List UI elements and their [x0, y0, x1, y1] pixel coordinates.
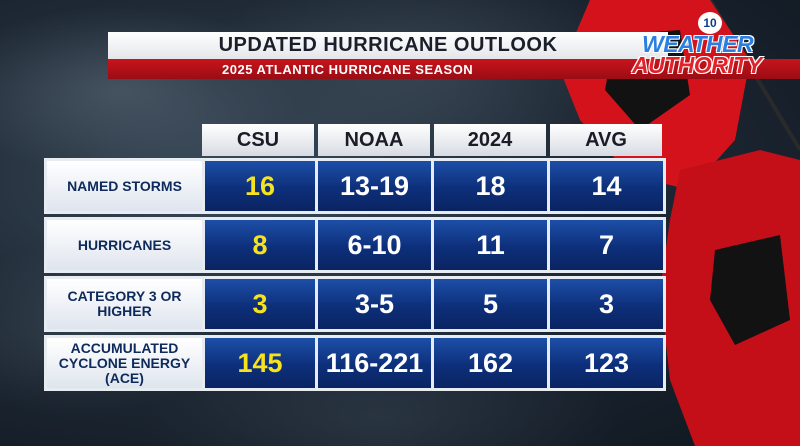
row-label: HURRICANES — [47, 220, 202, 270]
column-header-noaa: NOAA — [318, 124, 430, 156]
logo-line-2: AUTHORITY — [632, 52, 762, 78]
page-title: UPDATED HURRICANE OUTLOOK — [108, 32, 668, 59]
row-label: NAMED STORMS — [47, 161, 202, 211]
table-row: CATEGORY 3 OR HIGHER 3 3-5 5 3 — [44, 276, 666, 332]
table-row: ACCUMULATED CYCLONE ENERGY (ACE) 145 116… — [44, 335, 666, 391]
row-label: CATEGORY 3 OR HIGHER — [47, 279, 202, 329]
value-cell-noaa: 116-221 — [318, 338, 431, 388]
weather-authority-logo: 10 WEATHER AUTHORITY — [628, 12, 798, 78]
page-subtitle: 2025 ATLANTIC HURRICANE SEASON — [108, 59, 800, 79]
value-cell-noaa: 6-10 — [318, 220, 431, 270]
channel-number: 10 — [698, 12, 722, 34]
value-cell-avg: 14 — [550, 161, 663, 211]
logo-line-1: WEATHER — [642, 31, 754, 57]
column-header-2024: 2024 — [434, 124, 546, 156]
value-cell-avg: 123 — [550, 338, 663, 388]
value-cell-avg: 3 — [550, 279, 663, 329]
value-cell-csu: 8 — [205, 220, 315, 270]
value-cell-2024: 11 — [434, 220, 547, 270]
value-cell-noaa: 3-5 — [318, 279, 431, 329]
table-row: HURRICANES 8 6-10 11 7 — [44, 217, 666, 273]
value-cell-2024: 162 — [434, 338, 547, 388]
value-cell-csu: 16 — [205, 161, 315, 211]
column-header-avg: AVG — [550, 124, 662, 156]
table-row: NAMED STORMS 16 13-19 18 14 — [44, 158, 666, 214]
row-label: ACCUMULATED CYCLONE ENERGY (ACE) — [47, 338, 202, 388]
value-cell-noaa: 13-19 — [318, 161, 431, 211]
value-cell-csu: 145 — [205, 338, 315, 388]
value-cell-csu: 3 — [205, 279, 315, 329]
header: UPDATED HURRICANE OUTLOOK 2025 ATLANTIC … — [108, 32, 800, 79]
value-cell-2024: 18 — [434, 161, 547, 211]
value-cell-2024: 5 — [434, 279, 547, 329]
column-header-csu: CSU — [202, 124, 314, 156]
value-cell-avg: 7 — [550, 220, 663, 270]
